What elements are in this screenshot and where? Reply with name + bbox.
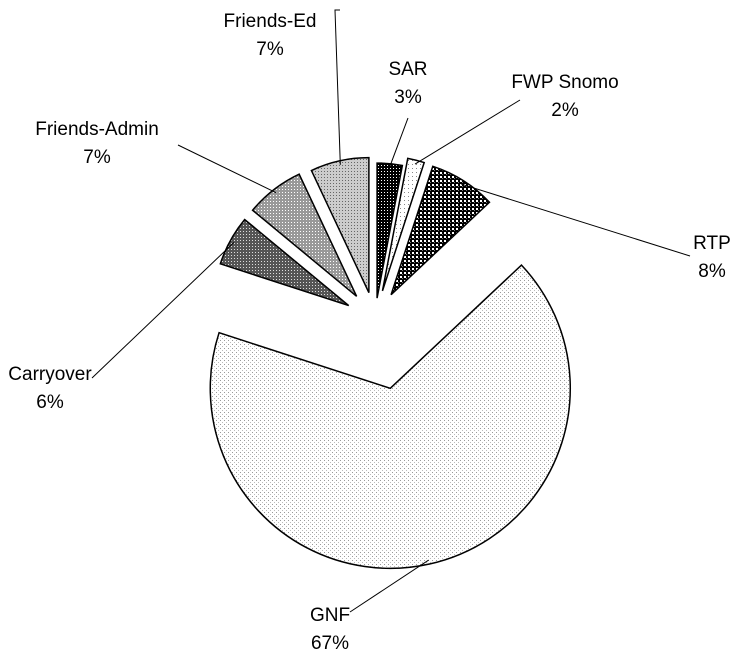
leader-line	[349, 559, 429, 613]
leader-line	[414, 99, 521, 165]
leader-line	[177, 144, 277, 194]
slice-value-label: 2%	[551, 100, 579, 121]
pie-slice	[219, 218, 350, 307]
slice-value-label: 7%	[256, 39, 284, 60]
slice-value-label: 3%	[394, 87, 422, 108]
pie-slice	[310, 156, 370, 293]
slice-value-label: 7%	[83, 147, 111, 168]
slice-label: RTP	[693, 233, 731, 254]
slice-label: Friends-Admin	[35, 119, 159, 140]
slice-label: SAR	[388, 59, 427, 80]
pie-slice	[390, 165, 491, 296]
slice-label: Friends-Ed	[224, 11, 317, 32]
slice-label: FWP Snomo	[511, 72, 618, 93]
pie-slice	[251, 173, 358, 297]
leader-line	[388, 117, 409, 168]
pie-slice	[376, 162, 404, 299]
pie-slice	[381, 157, 426, 292]
slice-value-label: 8%	[698, 261, 726, 282]
pie-slice	[209, 264, 572, 569]
leader-line	[91, 242, 235, 379]
slice-value-label: 67%	[311, 633, 349, 654]
slice-value-label: 6%	[36, 392, 64, 413]
leader-line	[334, 9, 341, 165]
leader-line	[461, 183, 691, 257]
slice-label: Carryover	[8, 364, 92, 385]
slice-label: GNF	[310, 605, 350, 626]
